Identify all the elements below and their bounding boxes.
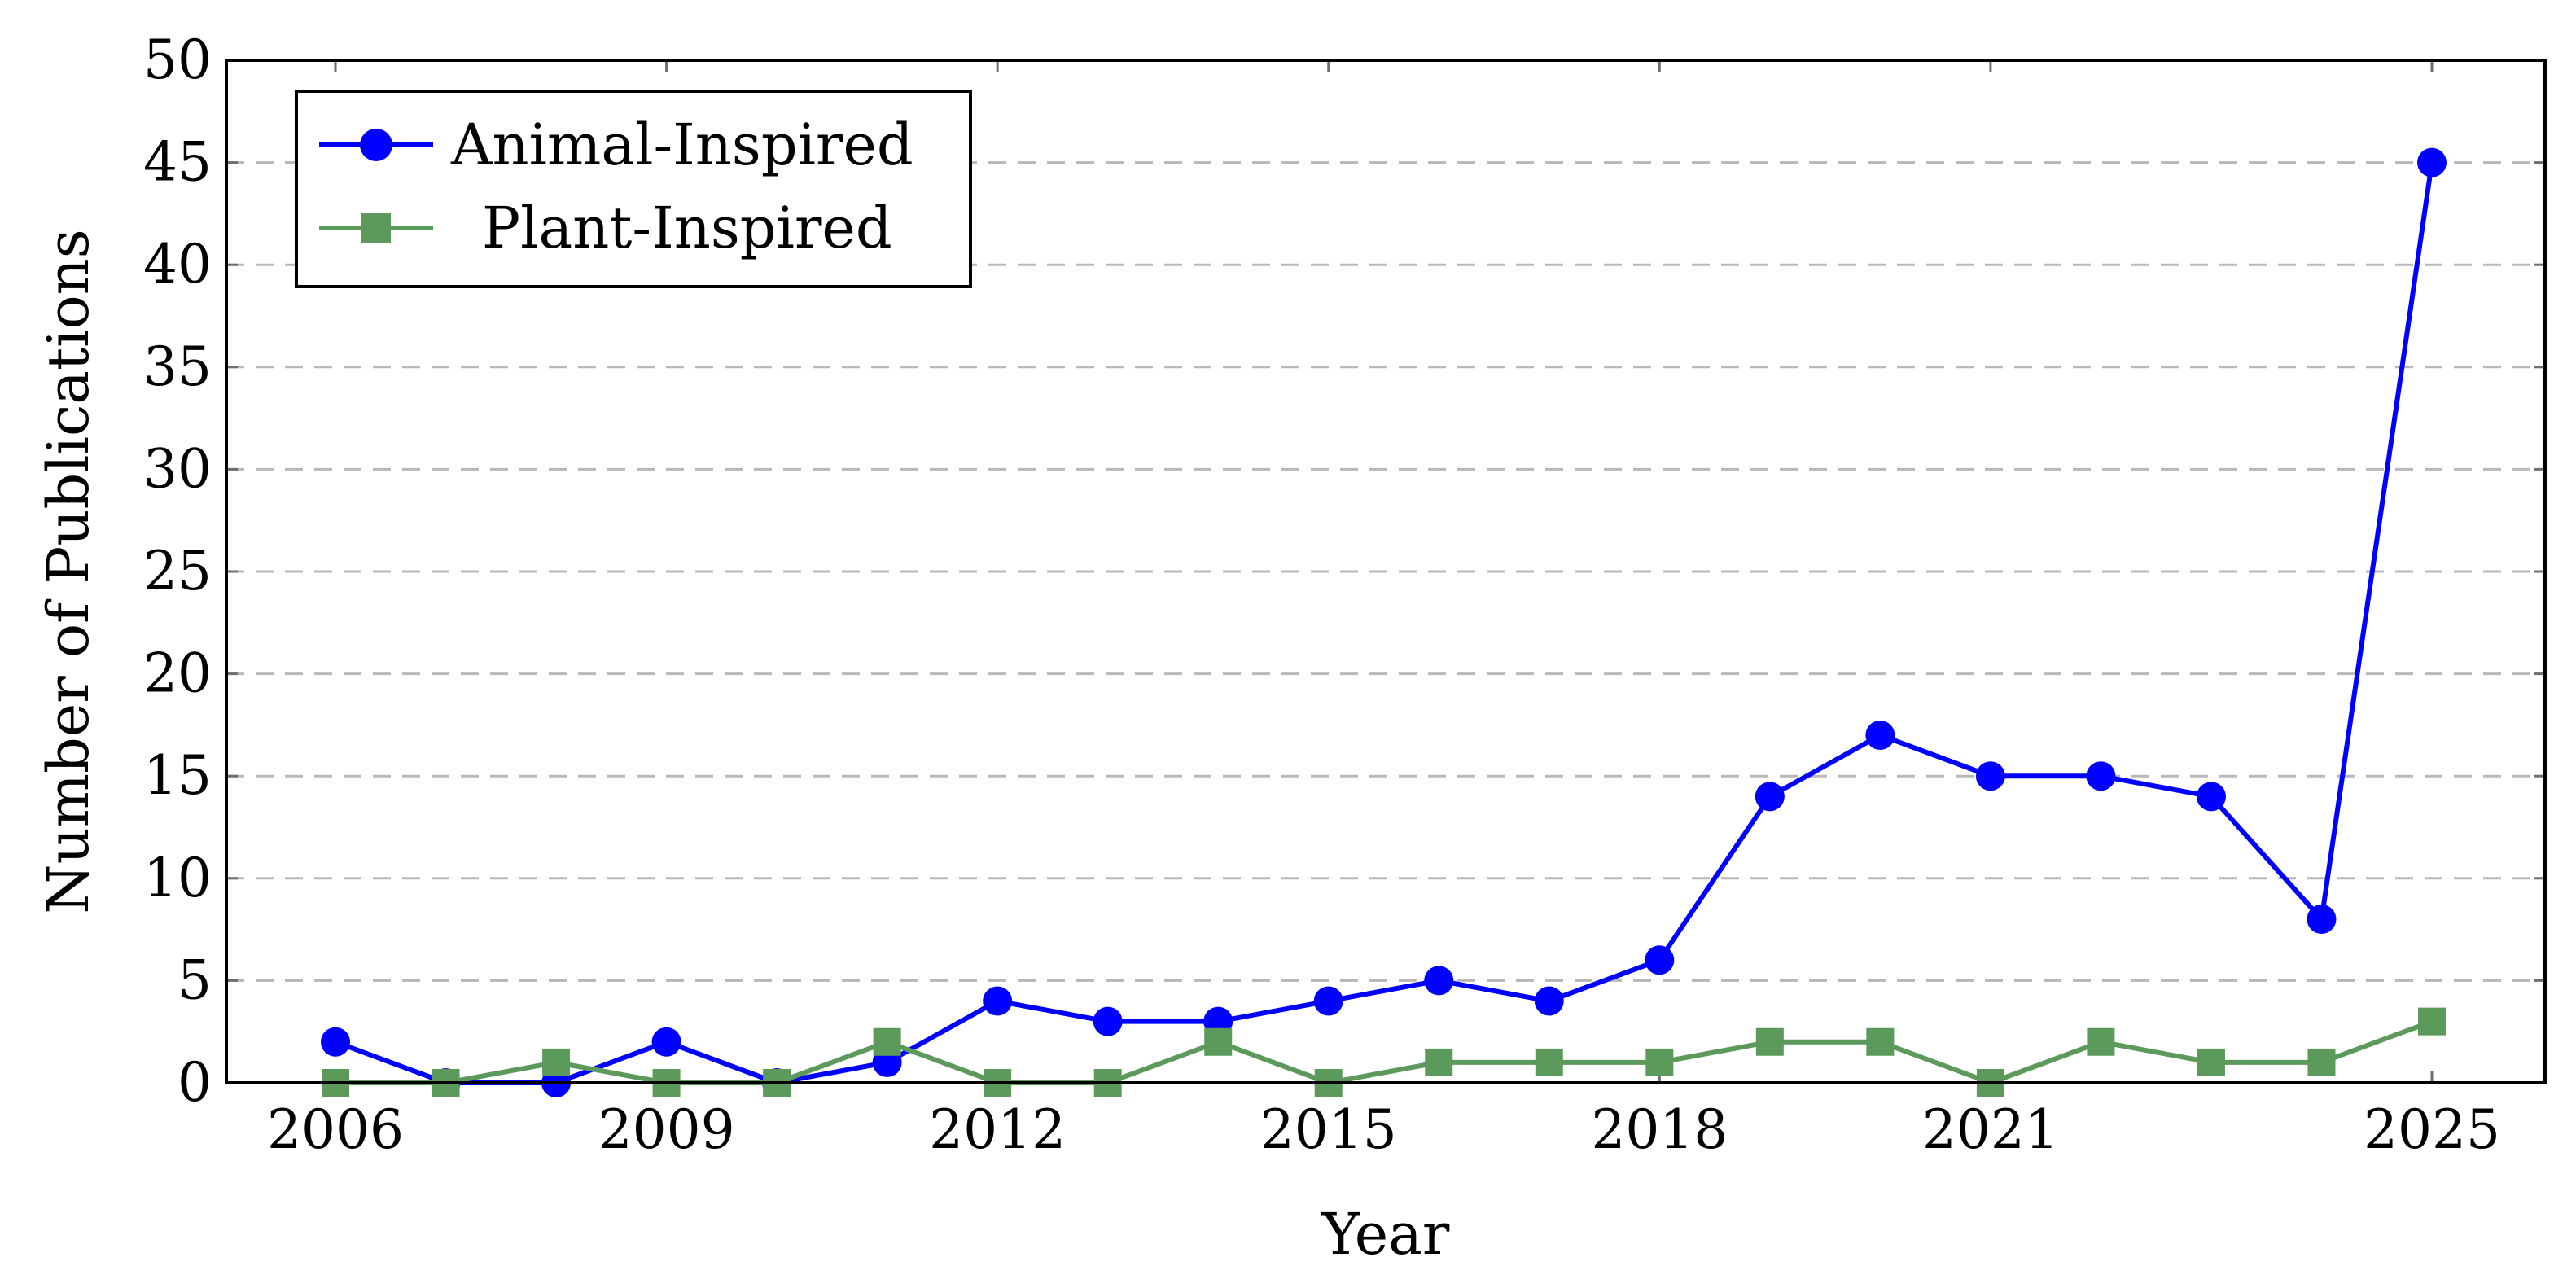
x-tick-label: 2009 xyxy=(598,1098,735,1161)
x-tick-label: 2015 xyxy=(1260,1098,1397,1161)
x-tick-label: 2018 xyxy=(1591,1098,1728,1161)
y-tick-label: 20 xyxy=(143,642,212,705)
data-point-animal-inspired xyxy=(1865,720,1895,750)
data-point-animal-inspired xyxy=(2307,905,2337,935)
y-tick-label: 35 xyxy=(143,335,212,398)
data-point-plant-inspired xyxy=(2307,1048,2336,1076)
y-tick-labels: 0 5 10 15 20 25 30 35 40 45 50 xyxy=(143,28,212,1114)
x-tick-label: 2012 xyxy=(929,1098,1066,1161)
data-point-animal-inspired xyxy=(321,1027,350,1057)
x-tick-labels: 2006 2009 2012 2015 2018 2021 2025 xyxy=(267,1098,2500,1161)
data-point-plant-inspired xyxy=(1425,1048,1453,1076)
y-axis-label: Number of Publications xyxy=(35,229,102,913)
legend-label-plant: Plant-Inspired xyxy=(482,195,892,261)
y-tick-label: 50 xyxy=(143,28,212,91)
data-point-animal-inspired xyxy=(1534,986,1564,1016)
data-point-animal-inspired xyxy=(2196,782,2226,812)
data-point-animal-inspired xyxy=(2086,761,2116,791)
x-axis-label: Year xyxy=(1321,1201,1450,1268)
data-point-plant-inspired xyxy=(2418,1007,2446,1036)
data-point-plant-inspired xyxy=(1204,1027,1233,1056)
y-tick-label: 30 xyxy=(143,437,212,500)
data-point-animal-inspired xyxy=(1424,966,1454,996)
y-tick-label: 10 xyxy=(143,847,212,909)
data-point-animal-inspired xyxy=(1755,782,1785,812)
data-point-plant-inspired xyxy=(2087,1027,2115,1056)
data-point-animal-inspired xyxy=(651,1027,681,1057)
data-point-plant-inspired xyxy=(1535,1048,1563,1076)
y-tick-label: 5 xyxy=(177,948,212,1011)
y-tick-label: 25 xyxy=(143,540,212,602)
plot-frame xyxy=(225,59,2547,1084)
y-tick-label: 45 xyxy=(143,131,212,194)
data-point-plant-inspired xyxy=(873,1027,901,1056)
data-point-plant-inspired xyxy=(2197,1048,2225,1076)
y-tick-label: 40 xyxy=(143,233,212,296)
legend: Animal-Inspired Plant-Inspired xyxy=(295,90,972,288)
data-point-plant-inspired xyxy=(1755,1027,1784,1056)
x-tick-label: 2021 xyxy=(1922,1098,2059,1161)
data-point-plant-inspired xyxy=(1866,1027,1895,1056)
legend-label-animal: Animal-Inspired xyxy=(450,112,913,178)
legend-marker-plant xyxy=(361,213,391,243)
x-tick-label: 2025 xyxy=(2364,1098,2500,1161)
data-point-animal-inspired xyxy=(1975,761,2005,791)
data-point-animal-inspired xyxy=(1645,945,1675,975)
series-line-animal-inspired xyxy=(334,162,2434,1085)
data-point-animal-inspired xyxy=(1093,1006,1123,1036)
y-tick-label: 0 xyxy=(177,1051,212,1114)
series-line-plant-inspired xyxy=(335,1019,2434,1085)
x-tick-label: 2006 xyxy=(267,1098,404,1161)
data-point-animal-inspired xyxy=(2417,147,2447,177)
legend-marker-animal xyxy=(360,129,392,161)
legend-box xyxy=(295,90,972,288)
data-point-animal-inspired xyxy=(983,986,1013,1016)
data-point-animal-inspired xyxy=(1313,986,1343,1016)
data-point-plant-inspired xyxy=(1645,1048,1674,1076)
data-series xyxy=(321,147,2447,1097)
data-point-plant-inspired xyxy=(542,1048,571,1076)
y-tick-label: 15 xyxy=(143,744,212,807)
